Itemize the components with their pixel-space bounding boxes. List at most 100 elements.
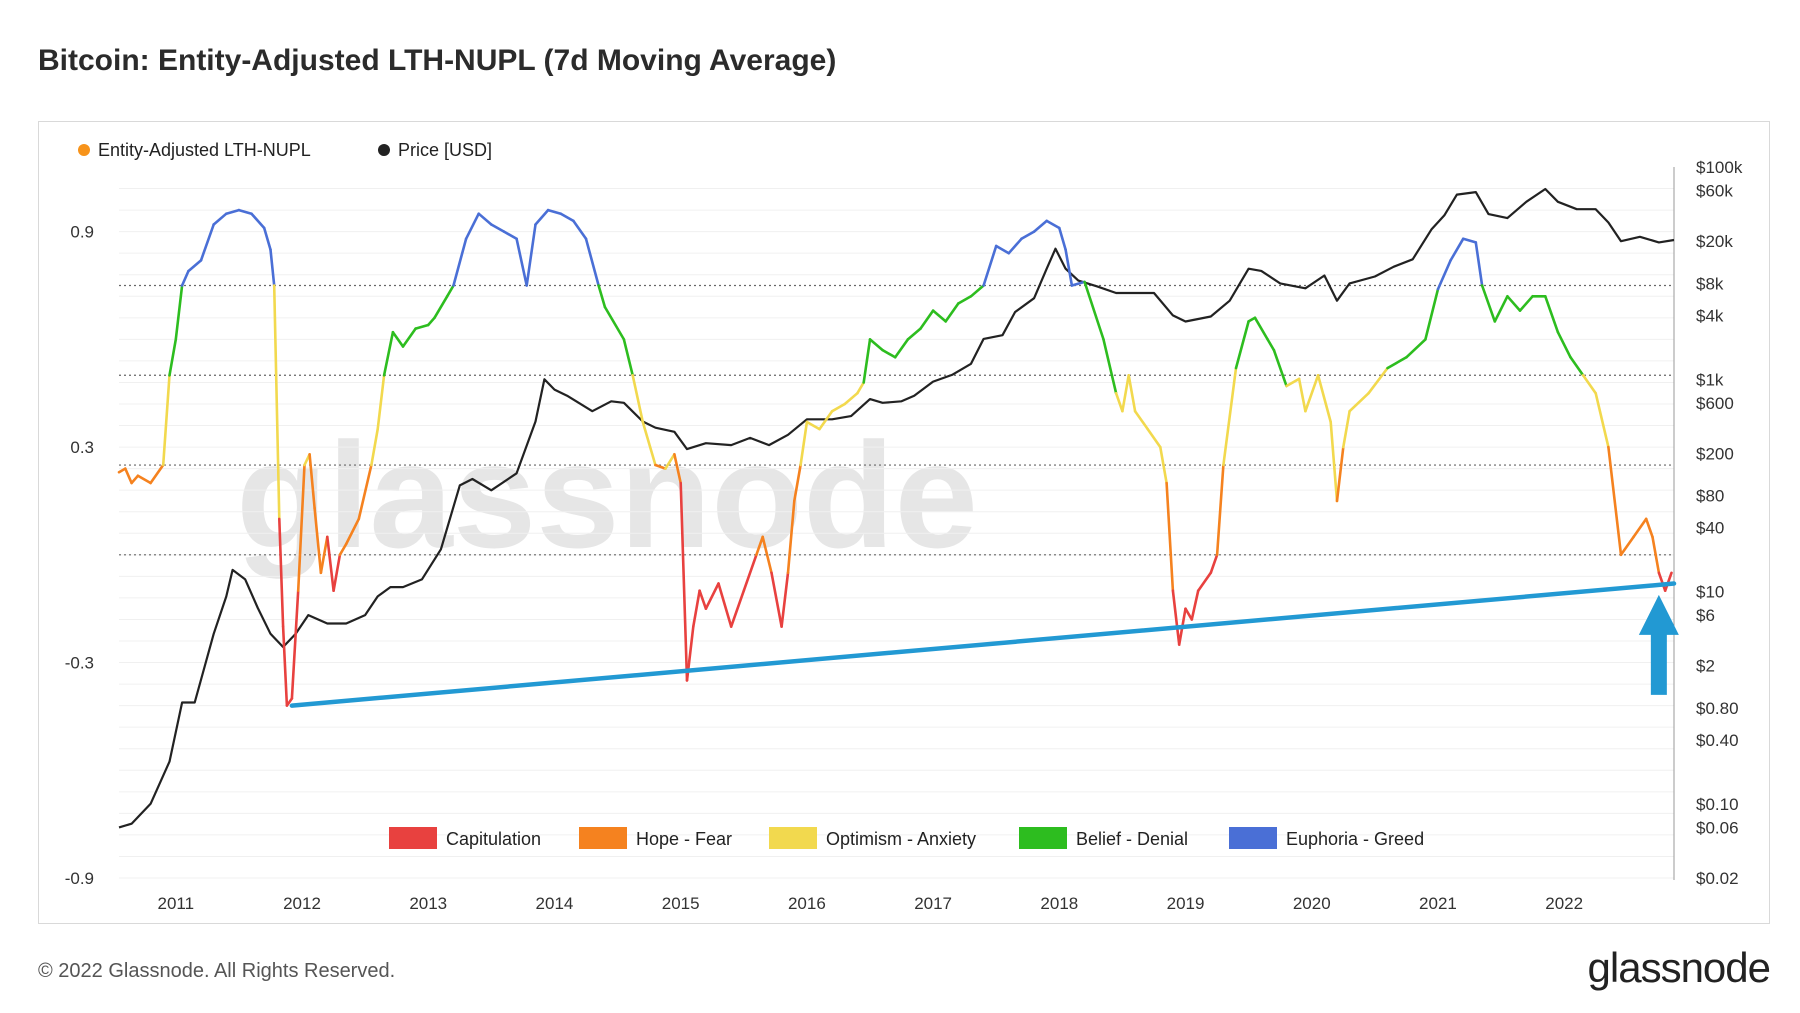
nupl-segment [780,571,790,628]
nupl-segment [426,316,436,327]
nupl-segment [1114,391,1124,413]
legend-bottom[interactable]: Capitulation Hope - Fear Optimism - Anxiet… [389,827,1424,849]
nupl-segment [862,338,872,384]
nupl-segment [1386,356,1408,370]
zone-threshold-lines [119,284,1674,556]
nupl-series [117,208,1673,707]
nupl-segment [1196,571,1213,593]
right-axis-tick: $1k [1696,370,1724,389]
nupl-segment [296,463,306,593]
nupl-segment [931,309,948,323]
nupl-segment [1518,295,1534,312]
nupl-segment [308,452,316,510]
right-axis-tick: $6 [1696,606,1715,625]
nupl-segment [376,374,386,431]
nupl-segment [452,237,468,287]
nupl-segment [1367,366,1389,395]
nupl-segment [956,295,973,305]
nupl-segment [1329,420,1339,503]
legend-top[interactable]: Entity-Adjusted LTH-NUPL Price [USD] [78,140,492,160]
nupl-segment [1102,338,1118,395]
nupl-segment [792,463,802,503]
axis-ticks: 0.9 0.3 -0.3 -0.9 $100k $60k $20k $8k $4k $1k $600… [65,158,1743,913]
nupl-segment [1222,366,1238,467]
nupl-segment [130,474,140,485]
right-axis-tick: $80 [1696,487,1724,506]
support-trendline [289,581,1677,708]
trendline [289,581,1679,708]
nupl-segment [391,330,405,348]
nupl-segment [1405,338,1427,359]
nupl-segment [1083,280,1105,341]
copyright-footer: © 2022 Glassnode. All Rights Reserved. [38,960,396,982]
nupl-segment [1424,287,1440,341]
nupl-segment [559,212,575,223]
x-axis-tick: 2021 [1419,894,1457,913]
nupl-segment [319,535,329,575]
x-axis-tick: 2016 [788,894,826,913]
nupl-segment [584,237,600,287]
nupl-segment [382,330,395,377]
nupl-segment [856,381,866,395]
nupl-segment [313,506,323,575]
nupl-segment [622,338,635,377]
nupl-segment [994,244,1011,255]
right-axis-tick: $40 [1696,519,1724,538]
nupl-segment [1304,374,1320,413]
nupl-segment [464,212,481,241]
nupl-segment [433,295,449,320]
nupl-segment [805,420,821,431]
nupl-segment [969,284,985,298]
nupl-segment [414,323,430,330]
nupl-segment [1436,259,1452,291]
nupl-segment [250,212,266,230]
nupl-segment [761,535,773,575]
nupl-segment [1215,463,1225,557]
nupl-segment [641,420,657,467]
legend-swatch [389,827,437,849]
nupl-segment [755,535,765,557]
nupl-segment [180,269,190,287]
nupl-segment [1607,445,1623,557]
nupl-segment [285,697,294,707]
nupl-segment [1190,589,1200,621]
nupl-segment [136,474,152,485]
nupl-segment [1007,237,1023,255]
nupl-segment [944,302,960,323]
nupl-segment [1020,230,1036,241]
legend-label: Entity-Adjusted LTH-NUPL [98,140,311,160]
nupl-segment [401,327,417,348]
nupl-segment [534,208,550,226]
nupl-segment [664,452,676,470]
nupl-segment [332,553,342,593]
nupl-segment [1159,445,1168,485]
nupl-segment [830,402,847,413]
nupl-segment [168,338,178,377]
left-axis-tick: 0.9 [70,223,94,242]
nupl-segment [124,467,133,485]
nupl-segment [225,208,241,215]
nupl-segment [161,374,171,467]
nupl-segment [290,589,300,700]
left-axis-tick: -0.9 [65,869,94,888]
legend-swatch [1019,827,1067,849]
legend-label: Hope - Fear [636,829,732,849]
chart-svg: glassnode 0.9 0.3 -0.3 -0.9 $100k $60k $20k $8k… [65,140,1743,913]
right-axis-tick: $8k [1696,274,1724,293]
nupl-segment [1171,589,1181,646]
nupl-segment [269,248,276,287]
nupl-segment [1493,295,1509,323]
right-axis-tick: $60k [1696,182,1733,201]
nupl-segment [1335,445,1345,503]
nupl-segment [502,230,518,241]
nupl-segment [1544,295,1560,334]
nupl-segment [1121,374,1130,413]
nupl-segment [1272,348,1288,388]
nupl-segment [1657,571,1667,593]
nupl-segment [1146,427,1162,449]
nupl-segment [477,212,493,226]
chart-frame: glassnode 0.9 0.3 -0.3 -0.9 $100k $60k $20k $8k… [38,121,1770,924]
nupl-segment [1127,374,1137,413]
nupl-segment [982,244,998,287]
x-axis-tick: 2017 [914,894,952,913]
